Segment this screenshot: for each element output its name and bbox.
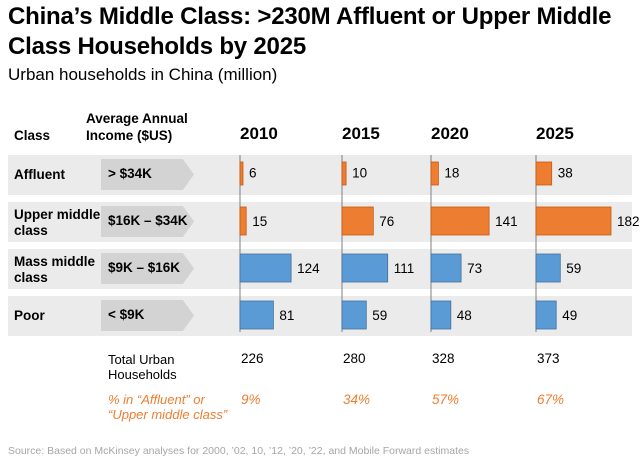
- bar-mass-middle-2010: [239, 253, 292, 283]
- totals-label-line2: Households: [108, 367, 177, 382]
- income-mass-middle: $9K – $16K: [108, 260, 181, 275]
- income-arrow-affluent: > $34K: [101, 159, 194, 190]
- income-arrow-poor: < $9K: [101, 300, 194, 331]
- value-label-poor-2010: 81: [279, 308, 294, 323]
- value-label-affluent-2015: 10: [352, 166, 367, 181]
- income-poor: < $9K: [108, 307, 145, 322]
- value-label-mass-middle-2025: 59: [566, 261, 581, 276]
- pct-label-line1: % in “Affluent” or: [108, 392, 205, 407]
- bar-upper-middle-2015: [341, 206, 374, 236]
- row-label-poor: Poor: [14, 308, 45, 324]
- bar-upper-middle-2020: [430, 206, 490, 236]
- source-note: Source: Based on McKinsey analyses for 2…: [8, 445, 470, 457]
- year-2025: 2025: [536, 124, 574, 143]
- pct-2015: 34%: [343, 392, 371, 407]
- bar-affluent-2010: [239, 161, 244, 186]
- income-header-line1: Average Annual: [86, 111, 188, 126]
- row-label-upper-middle-line1: Upper middle: [14, 207, 101, 222]
- value-label-affluent-2025: 38: [558, 166, 573, 181]
- year-2015: 2015: [342, 124, 380, 143]
- value-label-upper-middle-2025: 182: [617, 214, 640, 229]
- pct-2020: 57%: [432, 392, 460, 407]
- bar-affluent-2015: [341, 161, 347, 186]
- value-label-poor-2025: 49: [562, 308, 577, 323]
- year-2020: 2020: [431, 124, 469, 143]
- value-label-mass-middle-2010: 124: [297, 261, 320, 276]
- row-label-upper-middle-line2: class: [14, 223, 48, 238]
- pct-2025: 67%: [537, 392, 565, 407]
- row-label-affluent: Affluent: [14, 167, 65, 183]
- total-2025: 373: [537, 351, 560, 366]
- row-label-mass-middle: Mass middle class: [14, 254, 95, 286]
- year-2010: 2010: [240, 124, 278, 143]
- row-label-upper-middle: Upper middle class: [14, 207, 100, 239]
- value-label-upper-middle-2010: 15: [252, 214, 267, 229]
- bar-upper-middle-2025: [535, 206, 612, 236]
- income-upper-middle: $16K – $34K: [108, 213, 188, 228]
- row-label-mass-middle-line2: class: [14, 270, 48, 285]
- bar-mass-middle-2025: [535, 253, 561, 283]
- bar-poor-2020: [430, 300, 452, 330]
- row-label-mass-middle-line1: Mass middle: [14, 254, 96, 269]
- pct-label: % in “Affluent” or “Upper middle class”: [108, 392, 227, 422]
- bar-affluent-2025: [535, 161, 553, 186]
- value-label-mass-middle-2015: 111: [394, 261, 415, 276]
- pct-label-line2: “Upper middle class”: [108, 407, 228, 422]
- bar-poor-2010: [239, 300, 274, 330]
- pct-2010: 9%: [241, 392, 261, 407]
- value-label-poor-2020: 48: [457, 308, 472, 323]
- chart-subtitle: Urban households in China (million): [8, 65, 278, 84]
- income-header: Average Annual Income ($US): [86, 110, 188, 144]
- totals-label-line1: Total Urban: [108, 352, 175, 367]
- bar-poor-2025: [535, 300, 557, 330]
- bar-mass-middle-2015: [341, 253, 389, 283]
- income-affluent: > $34K: [108, 166, 152, 181]
- bar-affluent-2020: [430, 161, 439, 186]
- bar-mass-middle-2020: [430, 253, 462, 283]
- bar-upper-middle-2010: [239, 206, 247, 236]
- value-label-poor-2015: 59: [372, 308, 387, 323]
- row-label-affluent-line1: Affluent: [14, 167, 65, 182]
- total-2010: 226: [241, 351, 264, 366]
- row-label-poor-line1: Poor: [14, 308, 45, 323]
- value-label-affluent-2020: 18: [444, 166, 459, 181]
- value-label-mass-middle-2020: 73: [467, 261, 482, 276]
- total-2020: 328: [432, 351, 455, 366]
- totals-label: Total Urban Households: [108, 352, 177, 382]
- income-header-line2: Income ($US): [86, 128, 173, 143]
- chart-title: China’s Middle Class: >230M Affluent or …: [8, 3, 612, 60]
- value-label-upper-middle-2015: 76: [379, 214, 394, 229]
- class-header: Class: [14, 128, 51, 143]
- income-arrow-upper-middle: $16K – $34K: [101, 206, 194, 237]
- value-label-affluent-2010: 6: [249, 166, 257, 181]
- value-label-upper-middle-2020: 141: [495, 214, 518, 229]
- bar-poor-2015: [341, 300, 367, 330]
- income-arrow-mass-middle: $9K – $16K: [101, 253, 194, 284]
- total-2015: 280: [343, 351, 366, 366]
